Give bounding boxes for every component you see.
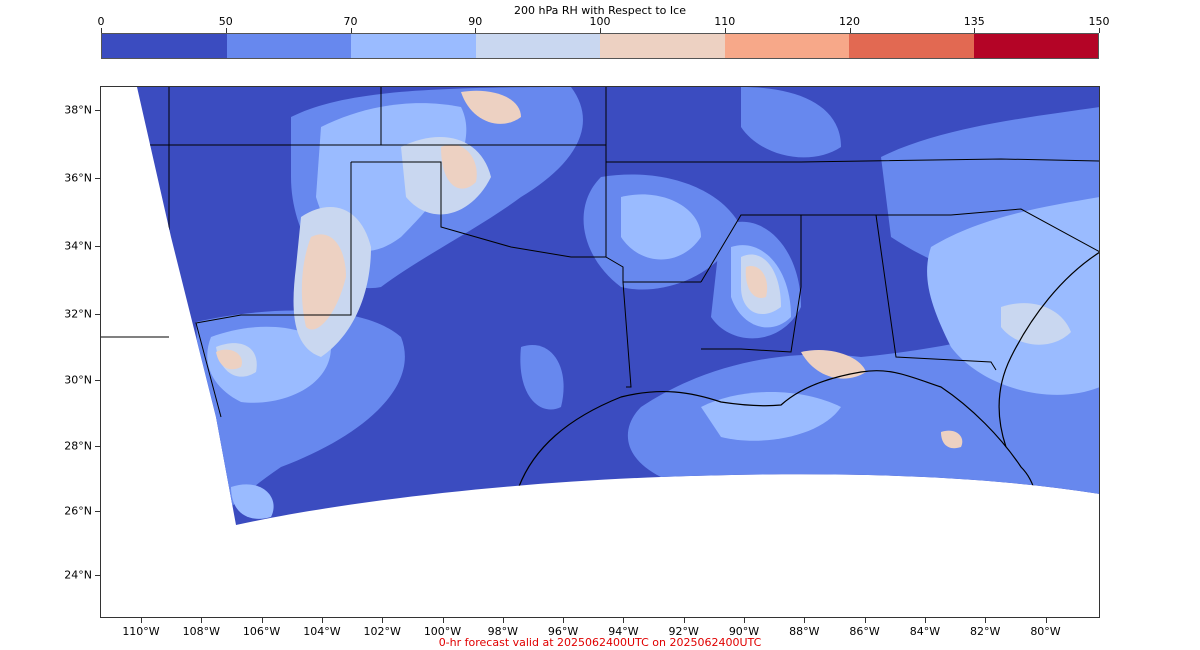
longitude-tick (141, 618, 142, 623)
colorbar-tick-label: 135 (963, 15, 985, 28)
colorbar-tick-label: 70 (343, 15, 358, 28)
colorbar-segment (475, 34, 600, 58)
rh-map (101, 87, 1099, 525)
longitude-tick (985, 618, 987, 623)
latitude-label: 38°N (64, 103, 92, 117)
longitude-tick (1045, 618, 1047, 623)
longitude-tick (321, 618, 323, 623)
colorbar-tick-mark (974, 28, 976, 33)
longitude-tick (382, 618, 384, 623)
latitude-tick (95, 110, 100, 111)
colorbar-segment (102, 34, 227, 58)
colorbar-tick-label: 50 (218, 15, 233, 28)
colorbar-segment (849, 34, 974, 58)
latitude-tick (95, 246, 100, 247)
longitude-label: 92°W (668, 625, 699, 638)
colorbar-tick-label: 100 (589, 15, 611, 28)
latitude-tick (95, 178, 100, 179)
longitude-label: 86°W (849, 625, 880, 638)
colorbar-tick-mark (101, 28, 102, 33)
latitude-label: 34°N (64, 239, 92, 253)
longitude-label: 88°W (789, 625, 820, 638)
longitude-label: 98°W (487, 625, 518, 638)
colorbar-tick-mark (225, 28, 227, 33)
coastline (515, 251, 1099, 525)
colorbar-tick-label: 110 (714, 15, 736, 28)
longitude-label: 84°W (909, 625, 941, 638)
forecast-valid-caption: 0-hr forecast valid at 2025062400UTC on … (438, 636, 762, 649)
longitude-label: 100°W (423, 625, 462, 638)
longitude-label: 102°W (363, 625, 401, 638)
longitude-label: 94°W (608, 625, 639, 638)
colorbar-segment (600, 34, 725, 58)
colorbar-segment (724, 34, 849, 58)
colorbar-tick-mark (849, 28, 851, 33)
colorbar-tick-mark (1099, 28, 1100, 33)
latitude-tick (95, 446, 100, 447)
latitude-tick (95, 511, 100, 512)
longitude-label: 80°W (1030, 625, 1061, 638)
longitude-label: 106°W (242, 625, 281, 638)
latitude-tick (95, 380, 100, 381)
colorbar-tick-mark (600, 28, 601, 33)
colorbar-tick-label: 120 (839, 15, 860, 28)
longitude-tick (804, 618, 806, 623)
longitude-label: 82°W (970, 625, 1001, 638)
colorbar-tick-mark (350, 28, 352, 33)
longitude-tick (623, 618, 625, 623)
longitude-label: 110°W (122, 625, 160, 638)
longitude-tick (261, 618, 263, 623)
colorbar-tick-label: 150 (1088, 15, 1110, 28)
rh-field (137, 87, 1099, 525)
colorbar-tick-mark (724, 28, 726, 33)
longitude-tick (924, 618, 926, 623)
latitude-label: 24°N (64, 568, 92, 582)
colorbar-tick-mark (475, 28, 477, 33)
longitude-tick (201, 618, 203, 623)
latitude-label: 30°N (64, 373, 92, 387)
colorbar-segment (973, 34, 1098, 58)
latitude-tick (95, 314, 100, 315)
latitude-label: 32°N (64, 307, 92, 321)
colorbar-segment (351, 34, 476, 58)
state-borders (137, 87, 1099, 418)
latitude-label: 28°N (64, 439, 92, 453)
longitude-label: 108°W (182, 625, 220, 638)
colorbar-title: 200 hPa RH with Respect to Ice (514, 4, 686, 17)
longitude-tick (864, 618, 866, 623)
map-panel[interactable] (100, 86, 1100, 618)
colorbar-tick-label: 90 (468, 15, 483, 28)
rh-band-100-110 (216, 90, 963, 449)
latitude-label: 36°N (64, 171, 92, 185)
colorbar (101, 33, 1099, 59)
longitude-tick (442, 618, 444, 623)
longitude-label: 96°W (547, 625, 579, 638)
latitude-label: 26°N (64, 504, 92, 518)
longitude-label: 104°W (303, 625, 341, 638)
longitude-tick (744, 618, 745, 623)
latitude-tick (95, 575, 100, 576)
longitude-tick (683, 618, 685, 623)
longitude-tick (563, 618, 565, 623)
colorbar-tick-label: 0 (97, 15, 105, 28)
longitude-label: 90°W (728, 625, 760, 638)
longitude-tick (502, 618, 504, 623)
colorbar-segment (226, 34, 351, 58)
